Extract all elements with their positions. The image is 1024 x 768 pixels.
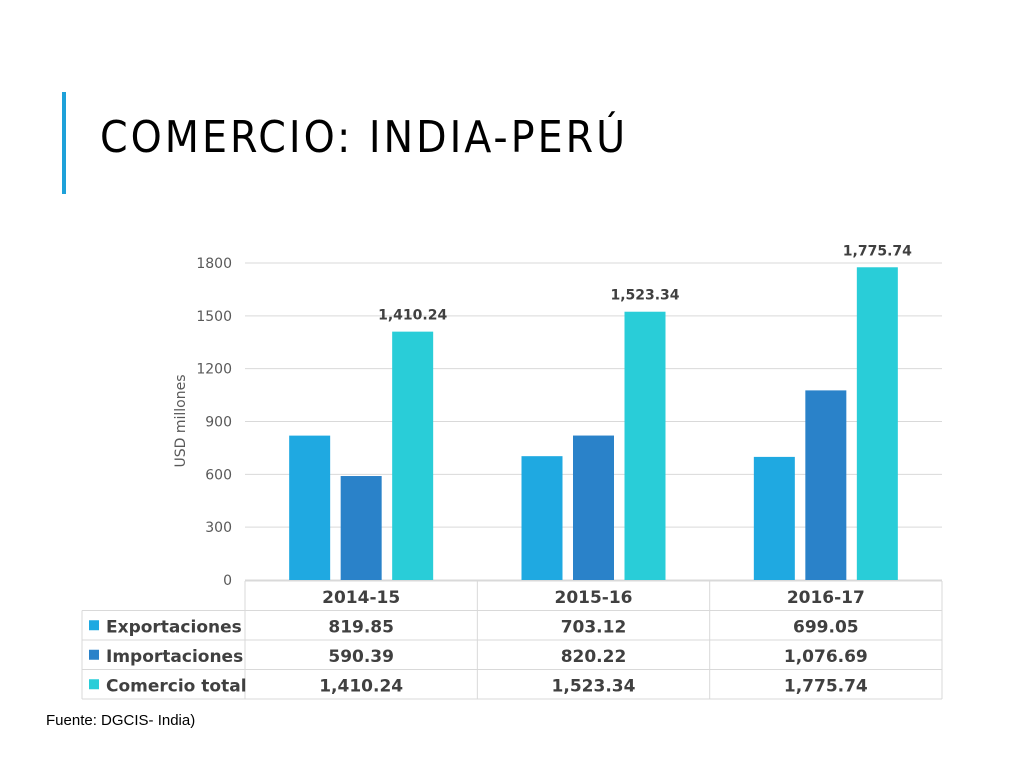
bar — [753, 456, 795, 580]
category-label: 2016-17 — [787, 588, 865, 608]
table-value: 703.12 — [561, 617, 627, 637]
bar — [340, 476, 382, 580]
category-label: 2015-16 — [554, 588, 632, 608]
table-value: 590.39 — [328, 647, 394, 667]
legend-swatch — [89, 679, 99, 690]
y-tick-label: 600 — [205, 467, 232, 483]
y-axis-label: USD millones — [173, 374, 189, 467]
bar-data-label: 1,523.34 — [610, 288, 679, 304]
y-tick-label: 300 — [205, 520, 232, 536]
bar — [624, 311, 666, 580]
y-tick-label: 1500 — [196, 309, 232, 325]
title-accent-bar — [62, 92, 66, 194]
bar — [521, 456, 563, 580]
y-tick-label: 0 — [223, 573, 232, 589]
bar — [573, 435, 614, 580]
table-value: 819.85 — [328, 617, 394, 637]
bar — [856, 267, 898, 580]
legend-label: Comercio total — [106, 676, 247, 696]
category-label: 2014-15 — [322, 588, 400, 608]
bar — [392, 331, 434, 580]
bar-data-label: 1,410.24 — [378, 308, 447, 324]
legend-swatch — [89, 649, 99, 660]
bar-data-label: 1,775.74 — [843, 243, 912, 259]
y-tick-label: 1800 — [196, 256, 232, 272]
table-value: 1,410.24 — [319, 676, 403, 696]
legend-swatch — [89, 620, 99, 631]
slide-title: COMERCIO: INDIA-PERÚ — [100, 112, 629, 163]
legend-label: Importaciones — [106, 647, 243, 667]
table-value: 1,775.74 — [784, 676, 868, 696]
table-value: 820.22 — [561, 647, 627, 667]
y-tick-label: 900 — [205, 415, 232, 431]
legend-label: Exportaciones — [106, 617, 242, 637]
y-tick-label: 1200 — [196, 362, 232, 378]
table-value: 1,523.34 — [552, 676, 636, 696]
table-value: 699.05 — [793, 617, 859, 637]
table-value: 1,076.69 — [784, 647, 868, 667]
bar — [289, 435, 331, 580]
bar — [805, 390, 847, 580]
source-note: Fuente: DGCIS- India) — [46, 712, 196, 729]
